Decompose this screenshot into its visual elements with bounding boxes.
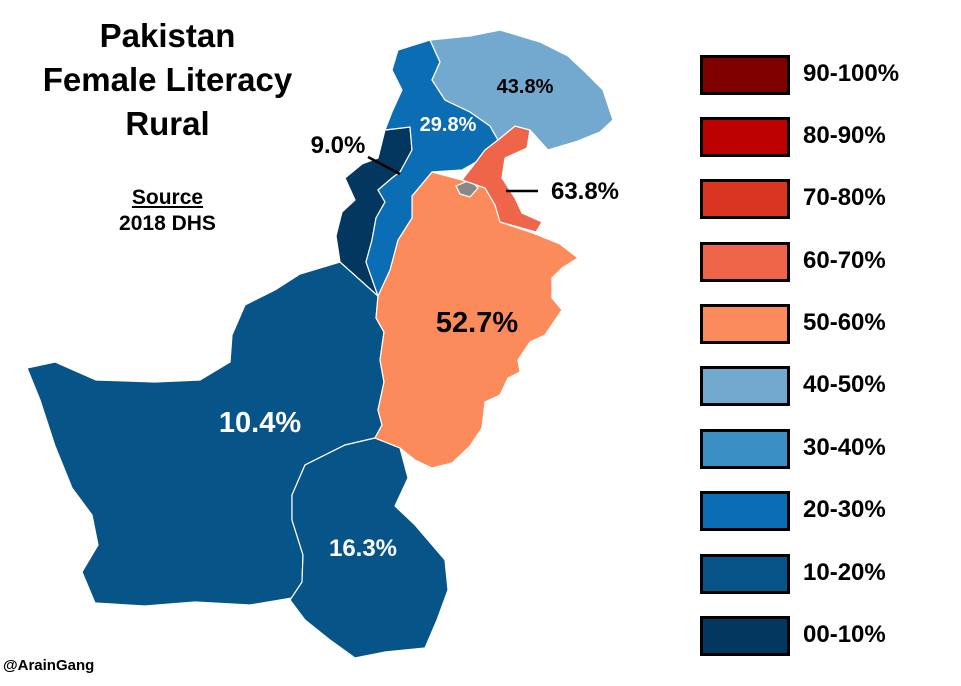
title-line-3: Rural (125, 105, 210, 142)
value-label-punjab: 52.7% (436, 307, 518, 339)
legend-item: 20-30% (700, 491, 950, 535)
source-text: 2018 DHS (119, 212, 216, 235)
value-label-sindh: 16.3% (329, 535, 397, 562)
source-block: Source 2018 DHS (95, 185, 240, 237)
legend-swatch (700, 429, 790, 469)
legend-label: 80-90% (803, 122, 886, 149)
legend-item: 50-60% (700, 304, 950, 348)
legend-swatch (700, 179, 790, 219)
legend-label: 00-10% (803, 621, 886, 648)
legend-swatch (700, 554, 790, 594)
value-label-fata: 9.0% (311, 132, 366, 159)
region-azad-kashmir (461, 125, 543, 233)
legend-label: 40-50% (803, 371, 886, 398)
legend-item: 80-90% (700, 117, 950, 161)
region-punjab (374, 171, 580, 469)
legend-label: 30-40% (803, 434, 886, 461)
legend-label: 70-80% (803, 184, 886, 211)
region-sindh (289, 437, 449, 659)
map-title: Pakistan Female Literacy Rural (0, 14, 335, 146)
legend-label: 20-30% (803, 496, 886, 523)
legend-item: 60-70% (700, 242, 950, 286)
legend-item: 00-10% (700, 616, 950, 660)
legend-swatch (700, 242, 790, 282)
legend-swatch (700, 616, 790, 656)
value-label-kpk: 29.8% (420, 114, 477, 136)
legend-item: 40-50% (700, 366, 950, 410)
title-line-2: Female Literacy (42, 61, 293, 98)
value-label-azad-kashmir: 63.8% (551, 178, 619, 205)
legend-swatch (700, 304, 790, 344)
source-heading: Source (131, 186, 204, 209)
region-gilgit-baltistan (429, 29, 614, 151)
legend-label: 10-20% (803, 559, 886, 586)
legend-label: 50-60% (803, 309, 886, 336)
value-label-gilgit: 43.8% (497, 76, 554, 98)
legend-item: 30-40% (700, 429, 950, 473)
legend-swatch (700, 491, 790, 531)
legend-swatch (700, 55, 790, 95)
title-line-1: Pakistan (99, 17, 236, 54)
legend-swatch (700, 366, 790, 406)
value-label-balochistan: 10.4% (219, 407, 301, 439)
legend-label: 60-70% (803, 247, 886, 274)
legend-swatch (700, 117, 790, 157)
fata-leader-line (367, 155, 401, 176)
author-credit: @ArainGang (3, 657, 95, 674)
legend-item: 10-20% (700, 554, 950, 598)
legend-item: 90-100% (700, 55, 950, 99)
legend-item: 70-80% (700, 179, 950, 223)
legend-label: 90-100% (803, 60, 900, 87)
